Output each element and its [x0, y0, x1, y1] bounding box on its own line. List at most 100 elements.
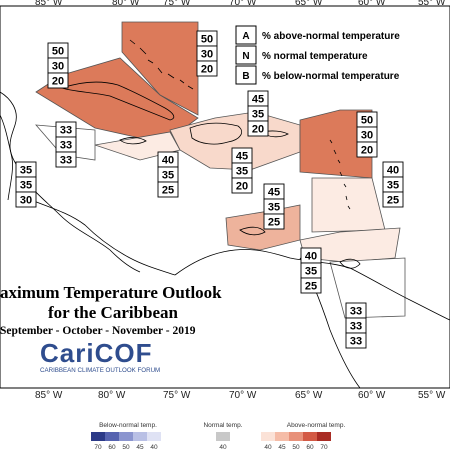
probability-value: 20: [252, 124, 264, 136]
colorbar-tick: 40: [264, 444, 272, 450]
probability-cell: [231, 177, 253, 194]
title-line-2: for the Caribbean: [48, 303, 179, 322]
colorbar-tick: 45: [136, 444, 144, 450]
probability-value: 35: [252, 109, 264, 121]
probability-value: 50: [361, 115, 373, 127]
colorbar-above-swatches: 40 45 50 60 70: [261, 432, 331, 450]
probability-box-hispaniola: 45 35 20: [231, 147, 253, 194]
probability-box-belize: 33 33 33: [55, 121, 77, 168]
colorbar-tick: 50: [292, 444, 300, 450]
probability-box-trinidad: 40 35 25: [300, 247, 322, 294]
caricof-logo: CariCOF CARIBBEAN CLIMATE OUTLOOK FORUM: [40, 338, 160, 374]
lon-label: 70° W: [229, 390, 257, 401]
colorbar-below-swatches: 70 60 50 45 40: [91, 432, 161, 450]
longitude-labels-top: 85° W 80° W 75° W 70° W 65° W 60° W 55° …: [35, 0, 446, 8]
probability-value: 35: [268, 202, 280, 214]
colorbar-swatch: [289, 432, 303, 441]
probability-cell: [382, 191, 404, 208]
legend-label-b: % below-normal temperature: [262, 71, 400, 82]
probability-value: 33: [60, 155, 72, 167]
probability-box-windward: 40 35 25: [382, 161, 404, 208]
probability-cell: [47, 72, 69, 89]
probability-value: 30: [20, 195, 32, 207]
probability-cell: [15, 191, 37, 208]
probability-cell: [300, 277, 322, 294]
probability-box-bahamas: 50 30 20: [196, 30, 218, 77]
probability-value: 33: [60, 125, 72, 137]
colorbar-normal-label: Normal temp.: [203, 422, 242, 429]
probability-value: 33: [60, 140, 72, 152]
lon-label: 75° W: [163, 390, 191, 401]
colorbar-swatch: [91, 432, 105, 441]
colorbar-tick: 40: [150, 444, 158, 450]
probability-box-abc: 45 35 25: [263, 183, 285, 230]
colorbar-tick: 40: [219, 444, 227, 450]
probability-cell: [157, 181, 179, 198]
probability-value: 35: [20, 165, 32, 177]
probability-value: 50: [201, 34, 213, 46]
probability-value: 45: [236, 151, 248, 163]
lon-label: 80° W: [112, 0, 140, 8]
lon-label: 80° W: [98, 390, 126, 401]
probability-value: 20: [201, 64, 213, 76]
legend-label-a: % above-normal temperature: [262, 31, 400, 42]
colorbar-above-label: Above-normal temp.: [287, 422, 346, 429]
legend-letter-b: B: [242, 71, 249, 82]
title-period: September - October - November - 2019: [0, 325, 196, 337]
logo-name: CariCOF: [40, 338, 152, 368]
probability-value: 40: [305, 251, 317, 263]
probability-box-cuba-north: 50 30 20: [47, 42, 69, 89]
probability-value: 30: [201, 49, 213, 61]
lon-label: 60° W: [358, 390, 386, 401]
title-block: aximum Temperature Outlook for the Carib…: [0, 283, 222, 337]
probability-value: 20: [236, 181, 248, 193]
colorbar-swatch: [216, 432, 230, 441]
probability-value: 30: [52, 61, 64, 73]
legend-letter-a: A: [242, 31, 249, 42]
lon-label: 85° W: [35, 0, 63, 8]
legend-box-b: [235, 65, 257, 85]
colorbar-tick: 60: [306, 444, 314, 450]
colorbar-swatch: [119, 432, 133, 441]
probability-value: 35: [20, 180, 32, 192]
title-line-1: aximum Temperature Outlook: [0, 283, 222, 302]
probability-cell: [55, 151, 77, 168]
probability-value: 25: [162, 185, 174, 197]
lon-label: 55° W: [418, 390, 446, 401]
colorbar-swatch: [303, 432, 317, 441]
colorbar: Below-normal temp. Normal temp. Above-no…: [91, 422, 345, 450]
probability-value: 40: [387, 165, 399, 177]
lon-label: 65° W: [295, 390, 323, 401]
legend-box-a: [235, 25, 257, 45]
probability-cell: [247, 120, 269, 137]
zone-windward: [311, 177, 386, 233]
lon-label: 60° W: [358, 0, 386, 8]
probability-value: 20: [52, 76, 64, 88]
colorbar-tick: 45: [278, 444, 286, 450]
probability-boxes: 50 30 20 50 30 20 45 35 20 33 33 33 35 35 30 40 35 25 45 35…: [15, 30, 404, 349]
probability-cell: [196, 60, 218, 77]
probability-cell: [263, 213, 285, 230]
colorbar-tick: 70: [94, 444, 102, 450]
colorbar-tick: 60: [108, 444, 116, 450]
colorbar-swatch: [147, 432, 161, 441]
probability-value: 25: [305, 281, 317, 293]
colorbar-swatch: [275, 432, 289, 441]
probability-box-leeward: 50 30 20: [356, 111, 378, 158]
probability-value: 20: [361, 145, 373, 157]
zone-cuba: [35, 57, 199, 139]
legend-label-n: % normal temperature: [262, 51, 368, 62]
probability-value: 33: [350, 306, 362, 318]
probability-box-mexico: 35 35 30: [15, 161, 37, 208]
probability-box-guianas: 33 33 33: [345, 302, 367, 349]
logo-subtitle: CARIBBEAN CLIMATE OUTLOOK FORUM: [40, 367, 160, 374]
colorbar-below-label: Below-normal temp.: [99, 422, 157, 429]
probability-value: 35: [305, 266, 317, 278]
probability-cell: [345, 332, 367, 349]
probability-value: 40: [162, 155, 174, 167]
lon-label: 85° W: [35, 390, 63, 401]
colorbar-swatch: [261, 432, 275, 441]
probability-box-turks: 45 35 20: [247, 90, 269, 137]
probability-value: 25: [268, 217, 280, 229]
